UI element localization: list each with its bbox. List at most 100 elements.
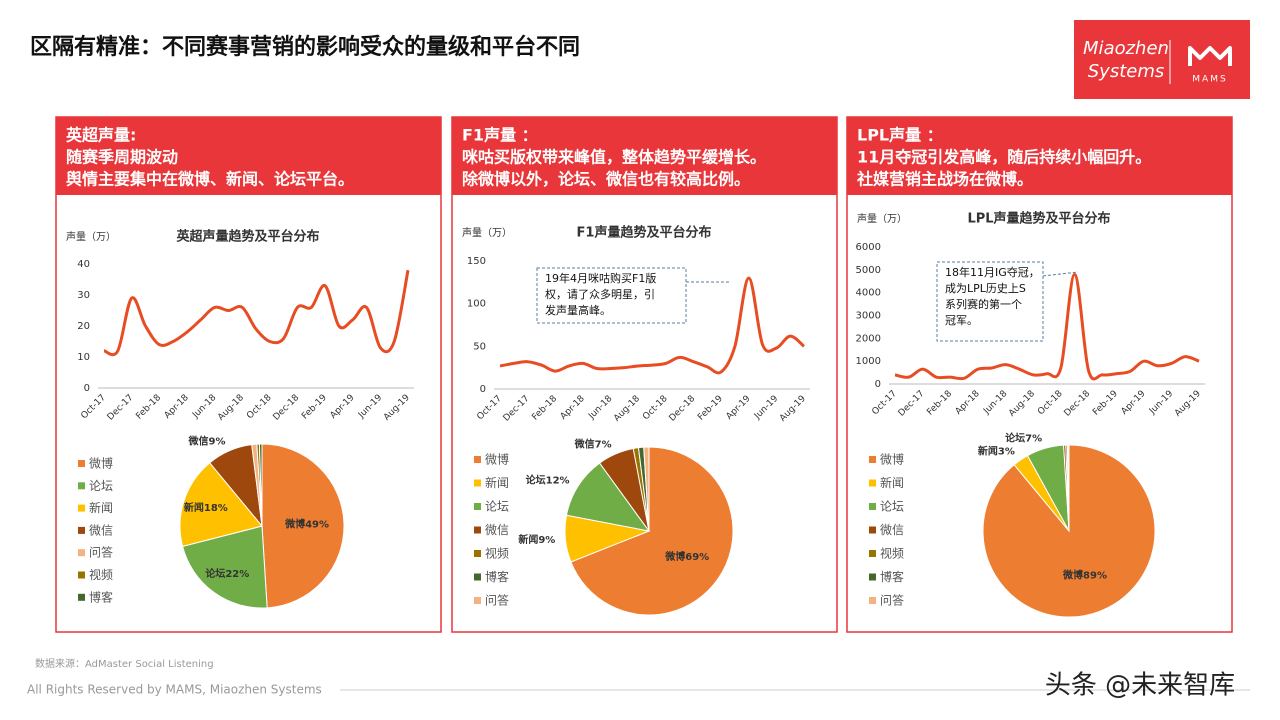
x-tick-label: Jun-19 [752, 394, 780, 422]
panel-line: 咪咕买版权带来峰值，整体趋势平缓增长。 [462, 148, 766, 167]
annotation-text: 冠军。 [945, 314, 978, 327]
logo-mark: MAMS [1192, 75, 1227, 85]
annotation-box [536, 267, 687, 324]
x-tick-label: Apr-18 [163, 393, 191, 421]
x-tick-label: Aug-18 [1007, 389, 1037, 419]
pie-label: 论坛22% [205, 567, 249, 580]
legend-swatch [869, 526, 876, 534]
annotation-box [936, 261, 1044, 342]
x-tick-label: Feb-19 [1091, 389, 1120, 418]
footer: All Rights Reserved by MAMS, Miaozhen Sy… [27, 683, 322, 697]
x-tick-label: Dec-18 [272, 393, 302, 423]
annotation-text: 18年11月IG夺冠， [945, 265, 1040, 279]
line-series [894, 272, 1200, 381]
pie-label: 新闻9% [518, 533, 555, 546]
y-axis-label: 声量（万） [66, 230, 116, 243]
annotation-text: 权，请了众多明星，引 [545, 287, 655, 301]
y-tick-label: 3000 [856, 311, 881, 322]
x-tick-label: Jun-19 [356, 393, 384, 421]
panel-heading: F1声量 ： [462, 126, 538, 145]
line-series [499, 276, 805, 375]
legend-swatch [869, 456, 876, 463]
pie-label: 微博49% [284, 518, 329, 531]
panel-header [452, 117, 837, 195]
legend-label: 微博 [880, 452, 904, 467]
legend-swatch [869, 573, 876, 581]
annotation-leader [1042, 271, 1079, 277]
pie-slice [258, 443, 263, 527]
y-tick-label: 1000 [856, 356, 881, 367]
x-tick-label: Oct-17 [79, 393, 107, 421]
legend-swatch [78, 460, 85, 467]
pie-slice [261, 443, 345, 609]
x-tick-label: Oct-17 [475, 394, 503, 422]
x-tick-label: Apr-18 [559, 394, 587, 422]
legend-swatch [474, 503, 481, 510]
annotation-text: 系列赛的第一个 [945, 297, 1022, 311]
legend-swatch [78, 571, 85, 579]
legend-label: 新闻 [485, 475, 509, 490]
slide-title: 区隔有精准：不同赛事营销的影响受众的量级和平台不同 [30, 34, 580, 60]
y-tick-label: 40 [77, 259, 90, 270]
x-tick-label: Apr-19 [329, 393, 357, 421]
pie-label: 微信9% [188, 435, 226, 448]
legend-swatch [869, 597, 876, 604]
x-tick-label: Dec-17 [106, 393, 136, 423]
pie-label: 微博89% [1062, 569, 1107, 582]
legend-swatch [474, 526, 481, 534]
x-tick-label: Feb-18 [925, 389, 954, 418]
pie-label: 微博69% [664, 550, 709, 563]
legend-label: 视频 [880, 546, 904, 561]
x-tick-label: Apr-19 [1120, 389, 1148, 417]
x-tick-label: Aug-19 [1173, 389, 1203, 419]
legend-swatch [474, 597, 481, 604]
legend-swatch [869, 479, 876, 487]
x-tick-label: Aug-18 [216, 393, 246, 423]
x-tick-label: Dec-18 [1063, 389, 1093, 419]
x-tick-label: Oct-18 [1036, 389, 1065, 418]
y-tick-label: 4000 [856, 288, 881, 299]
legend-label: 问答 [880, 593, 904, 608]
legend-label: 微信 [880, 523, 904, 537]
x-tick-label: Feb-19 [300, 393, 329, 422]
logo-icon [1188, 46, 1232, 66]
legend-swatch [78, 526, 85, 534]
panel-heading: 英超声量: [65, 126, 136, 145]
y-tick-label: 20 [77, 321, 90, 332]
legend-swatch [474, 573, 481, 581]
y-tick-label: 50 [473, 341, 486, 352]
legend-swatch [869, 550, 876, 557]
x-tick-label: Jun-18 [981, 389, 1009, 417]
legend-swatch [474, 456, 481, 463]
x-tick-label: Apr-18 [954, 389, 982, 417]
x-tick-label: Feb-18 [134, 393, 163, 422]
legend-label: 论坛 [880, 500, 904, 514]
pie-slice [565, 462, 651, 532]
legend-label: 新闻 [89, 500, 113, 515]
legend-label: 博客 [485, 569, 509, 584]
pie-label: 微信7% [574, 438, 612, 451]
y-tick-label: 2000 [856, 333, 881, 344]
y-tick-label: 10 [77, 352, 90, 363]
watermark: 头条 @未来智库 [1045, 671, 1235, 701]
legend-swatch [869, 503, 876, 510]
legend-label: 论坛 [485, 500, 509, 514]
y-tick-label: 0 [480, 384, 486, 395]
y-tick-label: 5000 [856, 265, 881, 276]
x-tick-label: Feb-18 [530, 394, 559, 423]
legend-label: 微信 [89, 523, 113, 537]
pie-slice [643, 446, 650, 532]
legend-label: 视频 [89, 567, 113, 582]
x-tick-label: Jun-19 [1147, 389, 1175, 417]
legend-label: 微博 [485, 452, 509, 467]
legend-swatch [474, 550, 481, 557]
x-tick-label: Dec-17 [897, 389, 927, 419]
x-tick-label: Oct-18 [641, 394, 670, 423]
pie-slice [570, 446, 734, 616]
legend-label: 问答 [89, 545, 113, 560]
legend-label: 博客 [880, 569, 904, 584]
logo-box [1074, 20, 1250, 99]
legend-swatch [78, 549, 85, 557]
y-tick-label: 6000 [856, 242, 881, 253]
